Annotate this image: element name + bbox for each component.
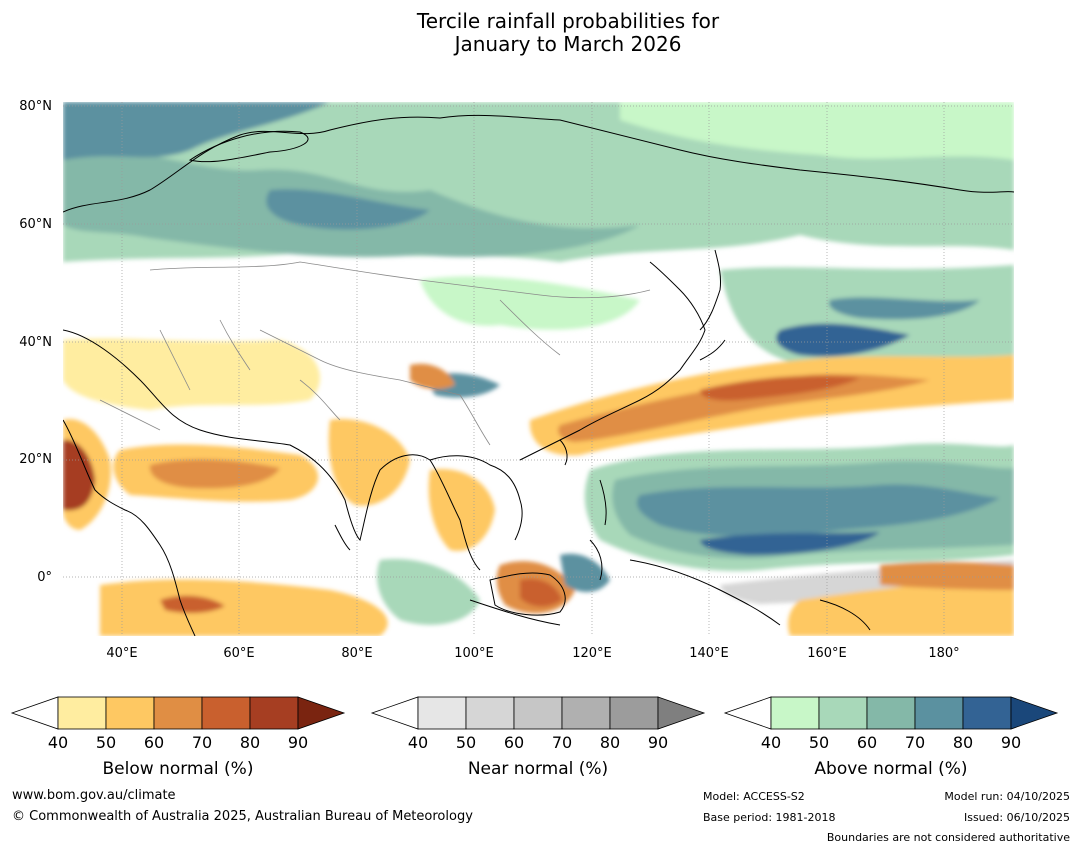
lon-label-160e: 160°E	[807, 646, 847, 661]
below-normal-region-south-indian-ocean-core	[160, 595, 225, 614]
colorbar-upper-extension	[657, 696, 706, 730]
website-link[interactable]: www.bom.gov.au/climate	[12, 788, 176, 803]
lat-label-60n: 60°N	[19, 217, 52, 232]
below-normal-region-india	[328, 419, 410, 506]
lon-label-100e: 100°E	[454, 646, 494, 661]
above-normal-region-central-asia	[420, 276, 640, 330]
coastlines	[63, 114, 1014, 636]
lon-label-40e: 40°E	[106, 646, 138, 661]
colorbar-swatch-60	[153, 696, 203, 730]
colorbar-swatch-80	[609, 696, 659, 730]
colorbar-swatch-50	[465, 696, 515, 730]
colorbar-lower-extension	[10, 696, 59, 730]
near-normal-legend-title: Near normal (%)	[467, 759, 609, 779]
tick-label: 70	[904, 733, 926, 752]
lon-label-180: 180°	[928, 646, 960, 661]
title-line-2: January to March 2026	[454, 32, 682, 56]
lat-label-40n: 40°N	[19, 335, 52, 350]
tick-label: 70	[551, 733, 573, 752]
below-normal-region-southwest-pacific	[788, 578, 1014, 636]
below-normal-region-middle-east	[63, 338, 320, 410]
below-normal-region-japan-core	[700, 375, 860, 401]
tick-label: 90	[1000, 733, 1022, 752]
above-normal-colorbar	[723, 696, 1059, 730]
below-normal-region-bengal	[410, 363, 455, 390]
below-normal-region-borneo-core	[520, 578, 562, 607]
above-normal-region-tropical-pacific-deep	[700, 532, 880, 555]
tick-label: 80	[239, 733, 261, 752]
tick-label: 40	[407, 733, 429, 752]
lat-label-80n: 80°N	[19, 99, 52, 114]
above-normal-region-western-siberia	[266, 189, 430, 230]
below-normal-region-south-indian-ocean	[100, 579, 388, 636]
colorbar-swatch-70	[201, 696, 251, 730]
below-normal-region-arabian-sea-core	[149, 459, 280, 489]
above-normal-region-barents	[63, 102, 330, 160]
colorbar-swatch-50	[105, 696, 155, 730]
lat-label-20n: 20°N	[19, 452, 52, 467]
lon-label-80e: 80°E	[341, 646, 373, 661]
tick-label: 60	[856, 733, 878, 752]
base-period-text: Base period: 1981-2018	[703, 811, 836, 824]
colorbar-upper-extension	[1010, 696, 1059, 730]
colorbar-swatch-40	[57, 696, 107, 730]
above-normal-region-indian-ocean-east	[376, 559, 480, 625]
map-title: Tercile rainfall probabilities for Janua…	[0, 10, 1081, 56]
below-normal-region-arabia-core	[63, 439, 95, 511]
copyright-text: © Commonwealth of Australia 2025, Austra…	[12, 809, 473, 824]
colorbar-lower-extension	[723, 696, 772, 730]
title-line-1: Tercile rainfall probabilities for	[416, 9, 720, 33]
above-normal-region-npacific-core	[776, 323, 910, 357]
graticule	[63, 102, 1014, 636]
tick-label: 80	[599, 733, 621, 752]
below-normal-region-southwest-pacific-core	[880, 561, 1014, 590]
colorbar-swatch-80	[962, 696, 1012, 730]
country-borders	[99, 261, 651, 446]
lat-label-0: 0°	[37, 570, 52, 585]
below-normal-legend-title: Below normal (%)	[102, 759, 254, 779]
colorbar-swatch-60	[513, 696, 563, 730]
tick-label: 90	[647, 733, 669, 752]
colorbar-swatch-40	[770, 696, 820, 730]
colorbar-swatch-70	[914, 696, 964, 730]
colorbar-lower-extension	[370, 696, 419, 730]
above-normal-legend-title: Above normal (%)	[814, 759, 968, 779]
tick-label: 60	[143, 733, 165, 752]
issued-text: Issued: 06/10/2025	[963, 811, 1070, 824]
colorbar-swatch-80	[249, 696, 299, 730]
colorbar-swatch-60	[866, 696, 916, 730]
colorbar-swatch-70	[561, 696, 611, 730]
tick-label: 50	[95, 733, 117, 752]
model-run-text: Model run: 04/10/2025	[944, 790, 1070, 803]
above-normal-region-arctic-green	[620, 102, 1014, 160]
lon-label-60e: 60°E	[223, 646, 255, 661]
tick-label: 90	[287, 733, 309, 752]
colorbar-swatch-50	[818, 696, 868, 730]
disclaimer-text: Boundaries are not considered authoritat…	[826, 831, 1070, 844]
tick-label: 40	[47, 733, 69, 752]
model-text: Model: ACCESS-S2	[703, 790, 805, 803]
tick-label: 50	[455, 733, 477, 752]
tick-label: 40	[760, 733, 782, 752]
colorbar-upper-extension	[297, 696, 346, 730]
lon-label-140e: 140°E	[689, 646, 729, 661]
below-normal-region-east-china-mid	[558, 374, 930, 442]
above-normal-region-indonesia	[560, 553, 610, 592]
lon-label-120e: 120°E	[572, 646, 612, 661]
colorbar-swatch-40	[417, 696, 467, 730]
tick-label: 70	[191, 733, 213, 752]
tick-label: 50	[808, 733, 830, 752]
near-normal-colorbar	[370, 696, 706, 730]
above-normal-region-tropical-pacific-core	[636, 484, 1000, 537]
above-normal-region-npacific-mid	[829, 297, 980, 320]
tick-label: 80	[952, 733, 974, 752]
below-normal-colorbar	[10, 696, 346, 730]
tick-label: 60	[503, 733, 525, 752]
